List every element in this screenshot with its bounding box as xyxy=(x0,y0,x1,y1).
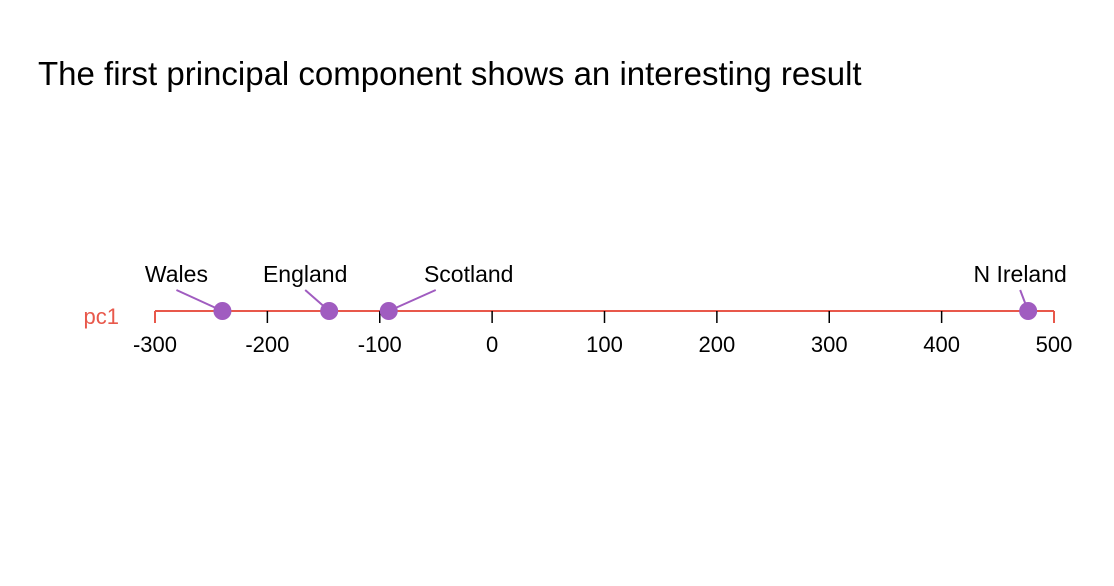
pc1-tick-label: 0 xyxy=(486,332,498,357)
pc1-tick-label: 200 xyxy=(699,332,736,357)
pc1-tick-label: 100 xyxy=(586,332,623,357)
data-point-label: Scotland xyxy=(424,261,514,287)
data-point-label: Wales xyxy=(145,261,208,287)
pc1-tick-label: -300 xyxy=(133,332,177,357)
pc1-tick-label: -200 xyxy=(245,332,289,357)
data-point-label: N Ireland xyxy=(973,261,1066,287)
data-point-scotland xyxy=(379,302,398,320)
pc1-tick-label: -100 xyxy=(358,332,402,357)
pc1-tick-label: 500 xyxy=(1036,332,1073,357)
data-point-n-ireland xyxy=(1019,302,1038,320)
pc1-axis-label: pc1 xyxy=(84,304,119,329)
slide-title: The first principal component shows an i… xyxy=(38,55,862,92)
pc1-tick-label: 300 xyxy=(811,332,848,357)
pc1-tick-label: 400 xyxy=(923,332,960,357)
data-point-label: England xyxy=(263,261,347,287)
data-point-england xyxy=(320,302,339,320)
data-point-wales xyxy=(213,302,232,320)
